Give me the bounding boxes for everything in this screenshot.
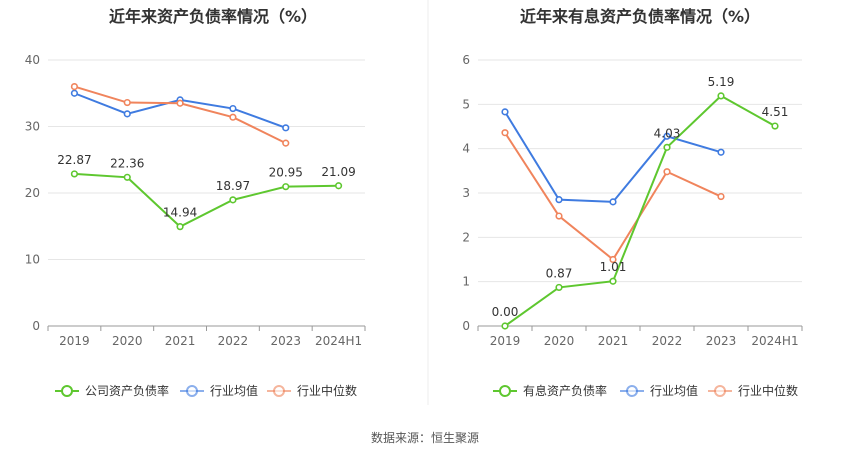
data-label: 22.87 — [57, 153, 91, 167]
data-point[interactable] — [501, 129, 509, 137]
legend-swatch-marker — [626, 385, 638, 397]
series-line — [74, 172, 339, 228]
data-label: 22.36 — [110, 156, 144, 170]
data-label: 5.19 — [708, 75, 735, 89]
y-tick-label: 10 — [25, 253, 40, 267]
data-label: 4.03 — [654, 126, 681, 140]
chart-title: 近年来资产负债率情况（%） — [109, 7, 317, 26]
x-tick-label: 2023 — [706, 334, 737, 348]
data-point[interactable] — [123, 173, 131, 181]
data-point[interactable] — [282, 139, 290, 147]
data-point[interactable] — [123, 110, 131, 118]
y-tick-label: 1 — [462, 275, 470, 289]
x-tick-label: 2020 — [112, 334, 143, 348]
data-point[interactable] — [717, 92, 725, 100]
series-line — [504, 94, 776, 327]
data-point[interactable] — [663, 143, 671, 151]
data-point[interactable] — [229, 104, 237, 113]
data-point[interactable] — [70, 170, 79, 178]
x-tick-label: 2023 — [270, 334, 301, 348]
data-point[interactable] — [717, 192, 725, 201]
y-tick-label: 0 — [462, 319, 470, 333]
x-tick-label: 2024H1 — [751, 334, 798, 348]
legend-item[interactable]: 行业中位数 — [267, 383, 357, 398]
x-tick-label: 2021 — [598, 334, 629, 348]
data-label: 1.01 — [600, 260, 627, 274]
x-tick-label: 2020 — [544, 334, 575, 348]
y-tick-label: 30 — [25, 120, 40, 134]
y-tick-label: 0 — [32, 319, 40, 333]
data-point[interactable] — [771, 122, 779, 130]
data-label: 0.87 — [546, 266, 573, 280]
data-point[interactable] — [334, 182, 343, 190]
y-tick-label: 3 — [462, 186, 470, 200]
data-point[interactable] — [501, 322, 509, 330]
data-point[interactable] — [609, 198, 617, 206]
data-point[interactable] — [282, 183, 290, 191]
data-point[interactable] — [229, 113, 237, 121]
series-line — [504, 132, 722, 261]
data-point[interactable] — [555, 283, 563, 292]
legend-label: 行业均值 — [650, 383, 698, 398]
data-point[interactable] — [663, 132, 671, 140]
data-point[interactable] — [555, 196, 563, 204]
y-tick-label: 6 — [462, 53, 470, 67]
data-label: 20.95 — [269, 166, 303, 180]
data-point[interactable] — [501, 108, 509, 116]
legend-swatch-marker — [499, 385, 511, 397]
legend-swatch-marker — [273, 385, 285, 397]
data-label: 4.51 — [762, 105, 789, 119]
source-note: 数据来源：恒生聚源 — [371, 430, 479, 445]
data-point[interactable] — [70, 89, 79, 97]
legend-item[interactable]: 行业中位数 — [708, 383, 798, 398]
data-label: 14.94 — [163, 206, 197, 220]
debt-ratio-chart: 近年来资产负债率情况（%） 0 10 20 30 40 2019 2020 2021 2022 20… — [25, 7, 366, 398]
data-label: 18.97 — [216, 179, 250, 193]
legend-label: 公司资产负债率 — [85, 383, 169, 398]
x-tick-label: 2022 — [652, 334, 683, 348]
x-tick-label: 2022 — [218, 334, 249, 348]
data-point[interactable] — [282, 124, 290, 132]
data-point[interactable] — [123, 98, 131, 107]
interest-bearing-debt-ratio-chart: 近年来有息资产负债率情况（%） 0 1 2 3 4 5 6 2019 2020 2021 2022 20… — [462, 7, 803, 398]
series-line — [74, 85, 287, 145]
chart-title: 近年来有息资产负债率情况（%） — [520, 7, 760, 26]
legend-item[interactable]: 公司资产负债率 — [55, 383, 169, 398]
legend-label: 行业均值 — [210, 383, 258, 398]
y-tick-label: 5 — [462, 97, 470, 111]
x-tick-label: 2019 — [490, 334, 521, 348]
data-point[interactable] — [609, 255, 617, 264]
data-point[interactable] — [663, 168, 671, 176]
legend-item[interactable]: 有息资产负债率 — [493, 383, 607, 398]
legend-swatch-marker — [61, 385, 73, 397]
data-point[interactable] — [176, 223, 184, 231]
legend-item[interactable]: 行业均值 — [180, 383, 258, 398]
legend-label: 行业中位数 — [297, 383, 357, 398]
y-tick-label: 20 — [25, 186, 40, 200]
legend-item[interactable]: 行业均值 — [620, 383, 698, 398]
data-point[interactable] — [229, 196, 237, 204]
x-tick-label: 2024H1 — [315, 334, 362, 348]
data-point[interactable] — [176, 99, 184, 107]
y-tick-label: 40 — [25, 53, 40, 67]
x-tick-label: 2021 — [165, 334, 196, 348]
legend-label: 有息资产负债率 — [523, 383, 607, 398]
data-point[interactable] — [70, 82, 79, 91]
legend-label: 行业中位数 — [738, 383, 798, 398]
data-point[interactable] — [555, 212, 563, 220]
x-tick-label: 2019 — [59, 334, 90, 348]
data-point[interactable] — [609, 277, 617, 285]
data-label: 21.09 — [321, 165, 355, 179]
legend-swatch-marker — [186, 385, 198, 397]
data-label: 0.00 — [492, 305, 519, 319]
legend-swatch-marker — [714, 385, 726, 397]
series-line — [504, 111, 722, 203]
y-tick-label: 2 — [462, 230, 470, 244]
y-tick-label: 4 — [462, 142, 470, 156]
data-point[interactable] — [717, 148, 725, 156]
